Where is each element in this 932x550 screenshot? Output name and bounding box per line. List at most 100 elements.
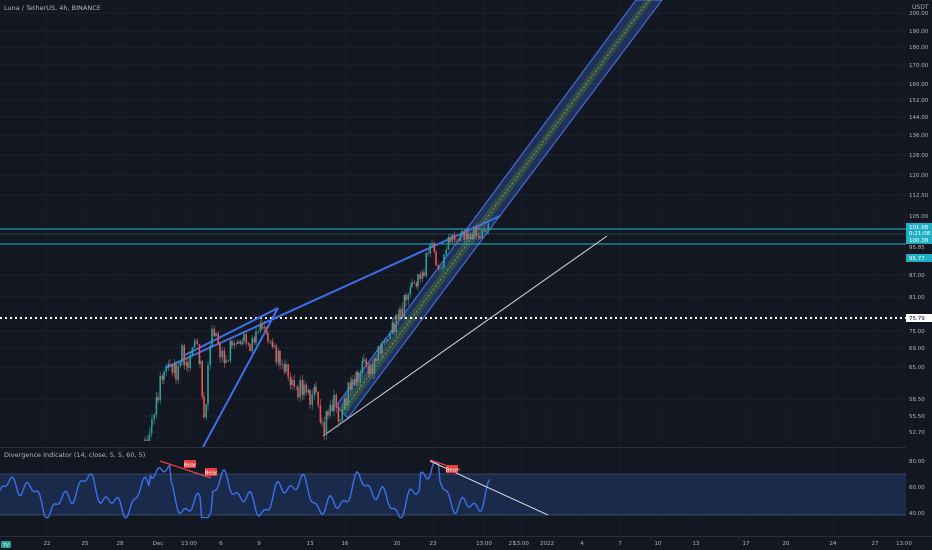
candle-165 bbox=[471, 232, 474, 240]
candle-84 bbox=[309, 389, 311, 409]
candle-94 bbox=[329, 400, 331, 419]
candle-154 bbox=[449, 233, 451, 245]
candle-41 bbox=[223, 347, 226, 368]
price-tick-15: 69.00 bbox=[909, 346, 925, 352]
candle-132 bbox=[405, 292, 407, 307]
candle-138 bbox=[417, 273, 419, 291]
candle-62 bbox=[265, 326, 268, 336]
candle-24 bbox=[191, 346, 194, 357]
candlestick-series bbox=[144, 220, 489, 441]
price-tick-6: 144.00 bbox=[909, 115, 929, 121]
candle-72 bbox=[285, 359, 287, 374]
candle-155 bbox=[451, 233, 453, 246]
candle-140 bbox=[421, 269, 424, 283]
time-tick-0: 22 bbox=[44, 541, 51, 547]
time-tick-8: 16 bbox=[342, 541, 349, 547]
candle-0 bbox=[144, 436, 146, 441]
candle-43 bbox=[227, 359, 229, 362]
candle-170 bbox=[481, 229, 483, 239]
candle-143 bbox=[427, 249, 429, 257]
time-tick-4: 13:00 bbox=[181, 541, 197, 547]
candle-32 bbox=[205, 403, 207, 421]
candle-123 bbox=[387, 338, 389, 342]
candle-10 bbox=[163, 370, 165, 385]
candle-135 bbox=[411, 278, 413, 288]
price-axis: USDT 200.00 190.00 180.00 170.00 160.00 152.0… bbox=[906, 0, 932, 550]
candle-20 bbox=[183, 344, 185, 370]
candle-47 bbox=[235, 342, 238, 347]
price-tick-19: 52.70 bbox=[909, 430, 925, 436]
candle-163 bbox=[467, 229, 469, 241]
candle-49 bbox=[239, 339, 241, 346]
price-tick-7: 136.00 bbox=[909, 133, 929, 139]
candle-59 bbox=[259, 318, 262, 334]
price-tick-2: 180.00 bbox=[909, 45, 929, 51]
candle-125 bbox=[391, 317, 394, 335]
candle-22 bbox=[187, 357, 189, 373]
price-tick-14: 75.00 bbox=[909, 329, 925, 335]
candle-149 bbox=[439, 266, 441, 272]
candle-66 bbox=[273, 342, 275, 348]
candle-127 bbox=[395, 313, 397, 336]
candle-99 bbox=[339, 418, 341, 425]
svg-text:Bear: Bear bbox=[446, 468, 460, 474]
candle-7 bbox=[157, 392, 159, 403]
candle-16 bbox=[175, 361, 177, 385]
candle-118 bbox=[377, 345, 379, 361]
time-tick-18: 13 bbox=[693, 541, 700, 547]
candle-56 bbox=[253, 335, 256, 345]
candle-112 bbox=[365, 357, 367, 368]
candle-85 bbox=[311, 389, 313, 410]
candle-105 bbox=[351, 374, 353, 393]
time-tick-9: 20 bbox=[394, 541, 401, 547]
price-tick-8: 128.00 bbox=[909, 153, 929, 159]
candle-128 bbox=[397, 309, 400, 326]
candle-5 bbox=[153, 412, 155, 425]
candle-25 bbox=[193, 338, 196, 349]
candle-156 bbox=[453, 231, 456, 244]
price-tag-4: 95.77 bbox=[906, 254, 932, 262]
candle-74 bbox=[289, 372, 292, 390]
candle-13 bbox=[169, 359, 171, 368]
candle-133 bbox=[407, 292, 409, 306]
candle-111 bbox=[363, 354, 365, 363]
candle-116 bbox=[373, 356, 376, 379]
candle-173 bbox=[487, 220, 489, 235]
candle-31 bbox=[203, 391, 205, 419]
svg-text:Bear: Bear bbox=[184, 463, 198, 469]
time-tick-14: 2022 bbox=[540, 541, 554, 547]
price-tick-18: 55.50 bbox=[909, 414, 925, 420]
price-tag-3: 95.85 bbox=[909, 245, 925, 251]
candle-131 bbox=[403, 294, 406, 321]
candle-48 bbox=[237, 339, 239, 344]
price-tick-16: 65.00 bbox=[909, 365, 925, 371]
candle-137 bbox=[415, 281, 418, 289]
candle-102 bbox=[345, 393, 347, 411]
price-tick-13: 81.00 bbox=[909, 295, 925, 301]
time-tick-12: 27 bbox=[509, 541, 516, 547]
price-tick-17: 58.50 bbox=[909, 397, 925, 403]
candle-103 bbox=[347, 381, 349, 411]
candle-57 bbox=[255, 326, 257, 346]
candle-124 bbox=[389, 330, 391, 340]
candle-109 bbox=[359, 368, 361, 388]
candle-6 bbox=[155, 391, 158, 419]
candle-75 bbox=[291, 376, 293, 390]
indicator-axis: 80.00 60.00 40.00 bbox=[909, 459, 925, 517]
candle-82 bbox=[305, 381, 307, 396]
candle-164 bbox=[469, 231, 471, 240]
time-tick-17: 10 bbox=[655, 541, 662, 547]
indicator-tick-1: 60.00 bbox=[909, 485, 925, 491]
candle-4 bbox=[151, 414, 153, 433]
candle-67 bbox=[275, 343, 277, 366]
regression-channel bbox=[335, 0, 663, 419]
candle-108 bbox=[357, 370, 359, 387]
time-tick-15: 4 bbox=[580, 541, 584, 547]
time-tick-5: 6 bbox=[219, 541, 223, 547]
svg-text:100.38: 100.38 bbox=[909, 238, 929, 244]
bear-marker-2: Bear bbox=[205, 468, 218, 477]
candle-15 bbox=[173, 359, 176, 378]
candle-63 bbox=[267, 331, 269, 345]
